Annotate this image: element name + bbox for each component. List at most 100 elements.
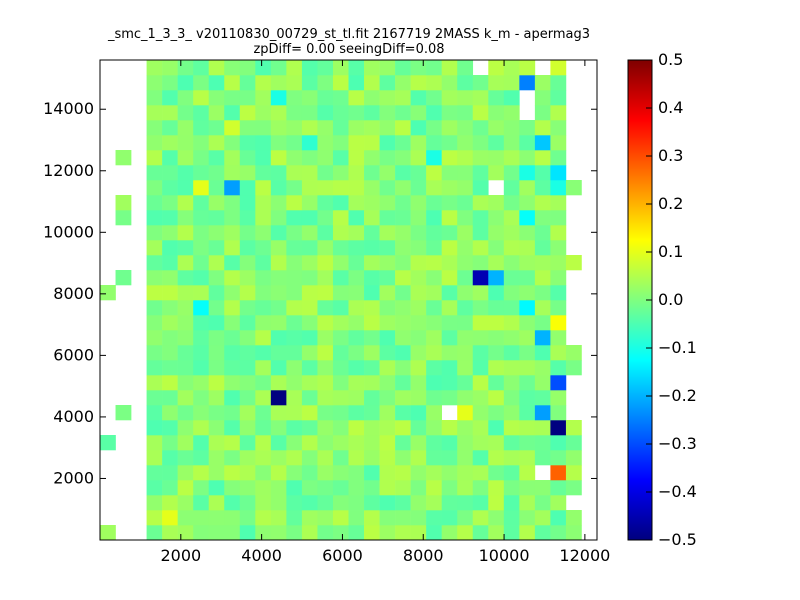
heatmap-cell [395, 465, 411, 481]
heatmap-cell [472, 105, 489, 121]
colorbar-band [628, 190, 652, 192]
heatmap-cell [472, 435, 489, 451]
heatmap-cell [503, 210, 520, 226]
heatmap-cell [162, 510, 178, 526]
heatmap-cell [379, 135, 396, 151]
colorbar-band [628, 418, 652, 420]
heatmap-cell [348, 165, 365, 181]
heatmap-cell [224, 225, 241, 241]
heatmap-cell [255, 315, 272, 331]
colorbar-band [628, 306, 652, 308]
heatmap-cell [379, 420, 396, 436]
heatmap-cell [193, 435, 210, 451]
colorbar-band [628, 359, 652, 361]
heatmap-cell [519, 195, 536, 211]
heatmap-cell [193, 150, 210, 166]
heatmap-cell [239, 450, 256, 466]
heatmap-cell [441, 525, 458, 541]
heatmap-cell [457, 465, 474, 481]
heatmap-cell [332, 255, 349, 271]
heatmap-cell [301, 345, 318, 361]
colorbar-band [628, 150, 652, 152]
heatmap-cell [364, 60, 380, 76]
heatmap-cell [550, 525, 567, 541]
heatmap-cell [270, 360, 287, 376]
heatmap-cell [255, 165, 272, 181]
colorbar-band [628, 405, 652, 407]
colorbar-band [628, 474, 652, 476]
heatmap-cell [239, 435, 256, 451]
heatmap-cell [270, 450, 287, 466]
colorbar-band [628, 536, 652, 538]
heatmap-cell [488, 90, 505, 106]
heatmap-cell [550, 135, 567, 151]
heatmap-cell [550, 360, 567, 376]
heatmap-cell [224, 465, 241, 481]
colorbar-band [628, 302, 652, 304]
colorbar-band [628, 60, 652, 62]
heatmap-cell [301, 135, 318, 151]
heatmap-cell [395, 450, 411, 466]
heatmap-cell [550, 375, 567, 391]
colorbar-band [628, 216, 652, 218]
colorbar-band [628, 516, 652, 518]
colorbar-band [628, 106, 652, 108]
heatmap-cell [364, 450, 380, 466]
colorbar-band [628, 135, 652, 137]
heatmap-cell [426, 495, 442, 511]
colorbar-band [628, 125, 652, 127]
heatmap-cell [286, 150, 303, 166]
colorbar-band [628, 356, 652, 358]
heatmap-cell [364, 75, 380, 91]
colorbar-band [628, 459, 652, 461]
heatmap-cell [395, 135, 411, 151]
heatmap-cell [348, 435, 365, 451]
colorbar-band [628, 256, 652, 258]
heatmap-cell [503, 510, 520, 526]
heatmap-cell [441, 450, 458, 466]
heatmap-cell [224, 135, 241, 151]
colorbar-band [628, 421, 652, 423]
colorbar-band [628, 331, 652, 333]
heatmap-cell [379, 90, 396, 106]
heatmap-cell [239, 390, 256, 406]
heatmap-cell [441, 165, 458, 181]
colorbar-band [628, 72, 652, 74]
heatmap-cell [332, 435, 349, 451]
y-tick-label: 8000 [53, 284, 94, 303]
colorbar-band [628, 371, 652, 373]
heatmap-cell [301, 465, 318, 481]
colorbar-band [628, 107, 652, 109]
heatmap-cell [426, 90, 442, 106]
colorbar-band [628, 467, 652, 469]
colorbar-band [628, 274, 652, 276]
colorbar-band [628, 205, 652, 207]
heatmap-cell [255, 450, 272, 466]
colorbar-band [628, 123, 652, 125]
heatmap-cell [270, 270, 287, 286]
heatmap-cell [239, 480, 256, 496]
colorbar-band [628, 513, 652, 515]
heatmap-cell [410, 270, 427, 286]
heatmap-cell [472, 345, 489, 361]
heatmap-cell [177, 405, 194, 421]
heatmap-cell [224, 330, 241, 346]
heatmap-cell [255, 150, 272, 166]
colorbar-band [628, 169, 652, 171]
heatmap-cell [364, 405, 380, 421]
heatmap-cell [503, 150, 520, 166]
heatmap-cell [472, 495, 489, 511]
colorbar-band [628, 515, 652, 517]
heatmap-cell [503, 480, 520, 496]
heatmap-cell [239, 255, 256, 271]
heatmap-cell [441, 330, 458, 346]
heatmap-cell [255, 255, 272, 271]
heatmap-cell [503, 435, 520, 451]
heatmap-cell [317, 240, 334, 256]
heatmap-cell [146, 180, 163, 196]
colorbar-band [628, 206, 652, 208]
heatmap-cell [364, 195, 380, 211]
heatmap-cell [503, 420, 520, 436]
colorbar-band [628, 238, 652, 240]
heatmap-cell [208, 270, 225, 286]
